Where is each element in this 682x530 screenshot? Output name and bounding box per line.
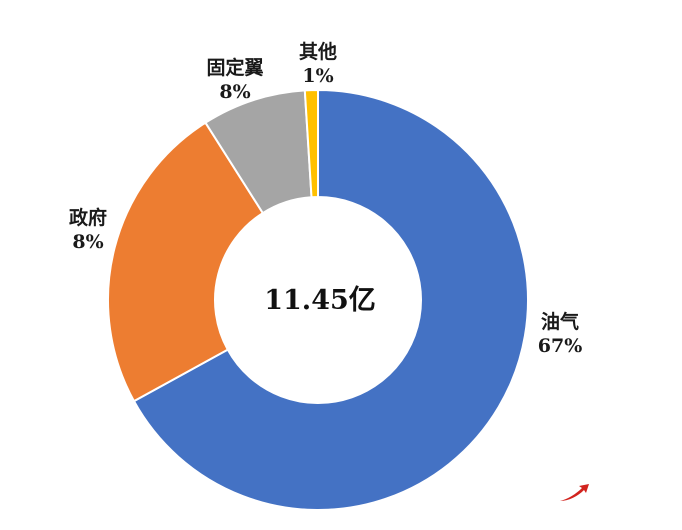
slice-name: 固定翼 xyxy=(206,57,264,79)
slice-name: 政府 xyxy=(68,207,107,229)
slice-percent: 67% xyxy=(537,335,583,357)
donut-slice xyxy=(132,88,529,511)
slice-label-other: 其他 1% xyxy=(288,40,348,88)
slice-label-oil-gas: 油气 67% xyxy=(530,310,590,358)
donut-slice xyxy=(107,121,265,403)
slice-label-government: 政府 8% xyxy=(58,206,118,254)
slice-name: 油气 xyxy=(540,311,579,333)
slice-percent: 8% xyxy=(72,231,104,253)
slice-percent: 1% xyxy=(302,65,334,87)
donut-center-total: 11.45亿 xyxy=(264,285,376,316)
slice-name: 其他 xyxy=(298,41,337,63)
slice-percent: 8% xyxy=(219,81,251,103)
watermark-logo-icon xyxy=(560,484,589,501)
donut-slice xyxy=(303,88,319,199)
slice-label-fixed-wing: 固定翼 8% xyxy=(195,56,275,104)
